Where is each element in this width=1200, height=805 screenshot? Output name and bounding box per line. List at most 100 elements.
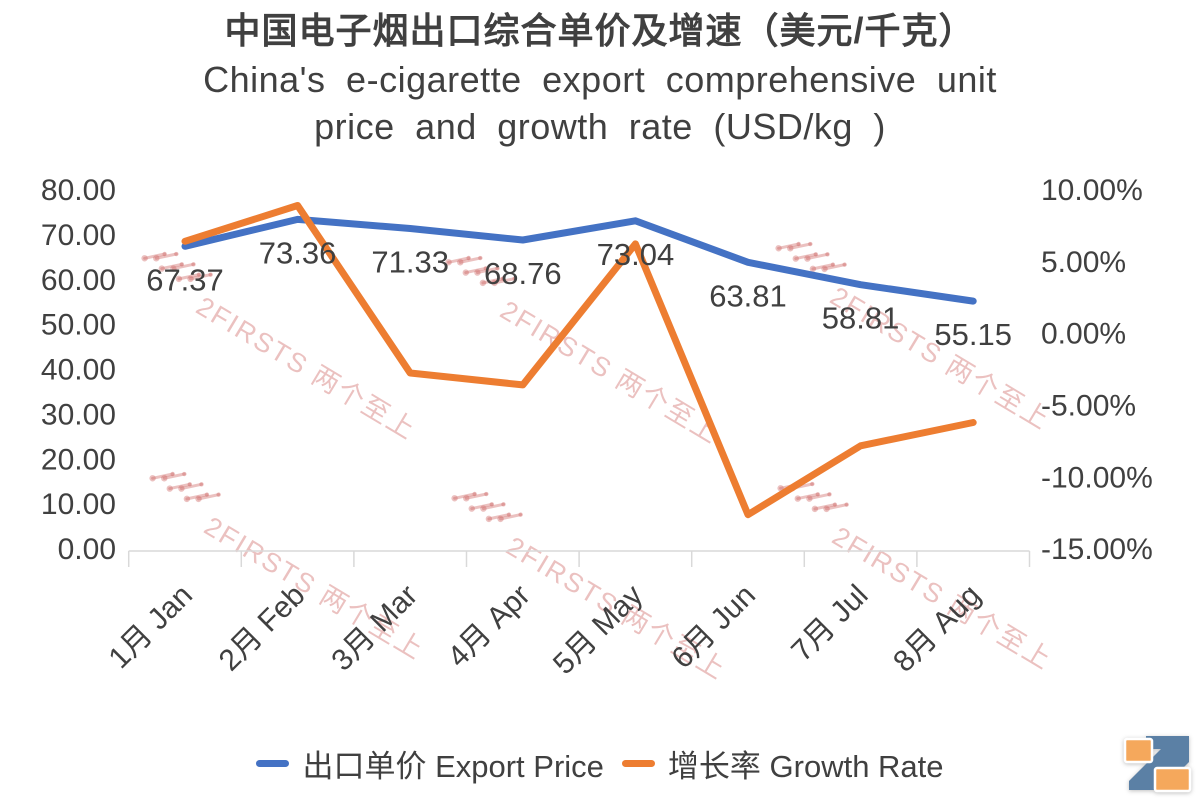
chart-title-en-line2: price and growth rate (USD/kg ) [314, 106, 886, 147]
watermark-icon-stroke [464, 492, 488, 500]
watermark-icon-stroke [177, 273, 201, 281]
legend-item-export-price: 出口单价 Export Price [256, 741, 604, 786]
watermark-icon-stroke [185, 493, 209, 501]
watermark-icon-stroke [794, 252, 818, 261]
watermark-icon-dot [161, 475, 168, 482]
data-label-export-price: 63.81 [709, 278, 787, 313]
y-axis-right-tick-label: 5.00% [1041, 246, 1126, 279]
watermark-icon-dot [806, 495, 813, 502]
y-axis-right-tick-label: -5.00% [1041, 390, 1136, 423]
watermark-icon-dot [844, 502, 849, 507]
watermark: 2FIRSTS 两个至上 [775, 241, 1055, 436]
data-label-export-price: 58.81 [822, 301, 900, 336]
watermark-icon-stroke [154, 252, 178, 260]
watermark-icon-dot [153, 255, 160, 262]
watermark-icon-dot [787, 245, 794, 252]
x-axis-label: 4月 Apr [441, 579, 536, 674]
watermark-icon-dot [463, 495, 470, 502]
watermark-icon-dot [485, 515, 493, 523]
watermark-icon-dot [187, 482, 193, 487]
watermark-icon-stroke [197, 493, 221, 501]
chart-title-block: 中国电子烟出口综合单价及增速（美元/千克） China's e-cigarett… [0, 6, 1200, 150]
y-axis-left-tick-label: 60.00 [41, 264, 116, 297]
watermark-icon-dot [491, 279, 498, 287]
watermark-icon-dot [445, 259, 452, 266]
watermark-icon-stroke [151, 472, 175, 480]
watermark-icon-dot [810, 481, 815, 487]
watermark-icon-stroke [825, 503, 849, 511]
watermark-icon-stroke [171, 262, 195, 271]
chart-title-zh: 中国电子烟出口综合单价及增速（美元/千克） [224, 10, 976, 51]
y-axis-right-tick-label: -15.00% [1041, 533, 1153, 566]
watermark-icon-dot [182, 471, 187, 477]
watermark-icon-stroke [481, 502, 505, 511]
watermark-icon-dot [495, 266, 500, 271]
watermark-icon-dot [170, 471, 175, 477]
legend-swatch-growth-rate [621, 760, 655, 767]
watermark-icon-dot [500, 276, 506, 281]
watermark-icon-stroke [453, 492, 477, 500]
watermark-icon-stroke [475, 266, 499, 275]
watermark-icon-dot [175, 275, 183, 283]
watermark-icon-stroke [160, 262, 184, 271]
watermark-icon-stroke [493, 277, 517, 285]
watermark-icon-dot [775, 245, 782, 252]
y-axis-left-tick-label: 0.00 [58, 533, 116, 566]
logo-orange-top-left [1123, 737, 1154, 764]
watermark-icon-stroke [811, 263, 835, 271]
watermark-icon-dot [832, 502, 838, 507]
watermark-icon-stroke [143, 252, 167, 260]
watermark-icon-dot [162, 251, 167, 257]
watermark-icon-stroke [499, 513, 523, 521]
watermark-icon-dot [457, 259, 464, 266]
data-label-export-price: 73.04 [597, 237, 675, 272]
watermark-icon-dot [501, 502, 506, 507]
watermark-icon-dot [823, 505, 830, 513]
watermark-icon-stroke [777, 242, 801, 250]
watermark-icon-dot [497, 515, 504, 523]
series-line-export-price [181, 215, 977, 305]
watermark-icon-stroke [788, 242, 812, 250]
y-axis-left-tick-label: 70.00 [41, 219, 116, 252]
watermark-icon-dot [204, 492, 210, 497]
watermark-icon-stroke [458, 256, 482, 264]
y-axis-left-tick-label: 10.00 [41, 488, 116, 521]
watermark-icon-stroke [807, 492, 831, 501]
watermark-icon-dot [830, 262, 836, 267]
watermark-icon-dot [794, 495, 801, 502]
data-label-export-price: 71.33 [371, 245, 449, 280]
watermark-icon-dot [178, 485, 185, 492]
watermark-icon-dot [468, 505, 475, 512]
watermark: 2FIRSTS 两个至上 [445, 255, 725, 450]
watermark-icon-dot [466, 255, 471, 261]
watermark-icon-stroke [823, 263, 847, 271]
watermark-icon-dot [484, 491, 489, 497]
legend-swatch-export-price [256, 760, 290, 767]
y-axis-right-tick-label: 0.00% [1041, 318, 1126, 351]
watermark-icon-dot [472, 491, 477, 497]
watermark-icon-dot [804, 255, 811, 262]
y-axis-left-tick-label: 20.00 [41, 443, 116, 476]
watermark-icon-dot [179, 262, 185, 267]
watermark-icon-dot [141, 255, 148, 262]
watermark-icon-dot [195, 495, 202, 503]
x-axis-label: 7月 Jul [785, 579, 874, 668]
watermark-icon-dot [480, 505, 487, 512]
watermark-icon-dot [827, 492, 832, 497]
y-axis-right-tick-label: 10.00% [1041, 174, 1143, 207]
watermark-icon-dot [489, 502, 495, 507]
x-axis-label: 1月 Jan [103, 579, 199, 675]
data-label-export-price: 73.36 [259, 235, 337, 270]
logo-orange-bottom-right [1153, 766, 1192, 793]
watermark-icon-stroke [179, 482, 203, 491]
watermark-icon-dot [462, 269, 469, 276]
watermark-icon-stroke [162, 472, 186, 480]
watermark-icon-dot [815, 492, 821, 497]
watermark-icon-dot [792, 255, 799, 262]
y-axis-left-tick-label: 80.00 [41, 174, 116, 207]
watermark-icon-dot [158, 265, 165, 272]
watermark-icon-dot [149, 475, 156, 482]
legend-label-export-price: 出口单价 Export Price [302, 749, 604, 784]
x-axis-label: 2月 Feb [213, 579, 312, 678]
